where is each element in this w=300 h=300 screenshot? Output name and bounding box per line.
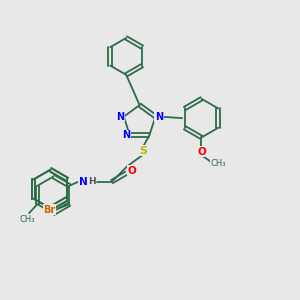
Text: H: H [88,177,96,186]
Text: N: N [79,177,88,187]
Text: N: N [122,130,130,140]
Text: S: S [139,146,147,156]
Text: O: O [128,166,136,176]
Text: O: O [197,147,206,157]
Text: CH₃: CH₃ [19,215,35,224]
Text: N: N [155,112,163,122]
Text: N: N [116,112,124,122]
Text: CH₃: CH₃ [210,159,226,168]
Text: Br: Br [43,205,55,214]
